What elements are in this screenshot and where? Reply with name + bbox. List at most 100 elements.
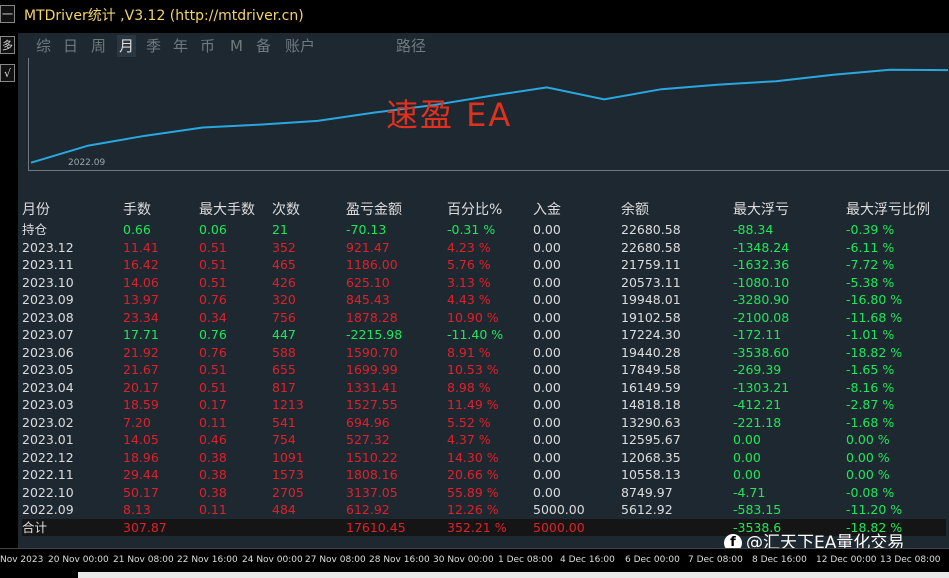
table-cell: 541 xyxy=(272,414,296,430)
tab-account[interactable]: 账户 xyxy=(285,37,316,55)
table-cell: -11.68 % xyxy=(846,309,903,325)
table-cell: 50.17 xyxy=(123,484,159,500)
tab-overview[interactable]: 综 xyxy=(36,37,52,55)
tab-note[interactable]: 备 xyxy=(256,37,272,55)
tab-year[interactable]: 年 xyxy=(173,37,189,55)
column-header[interactable]: 百分比% xyxy=(447,202,503,219)
table-cell: 10558.13 xyxy=(621,467,681,482)
table-cell: 0.00 xyxy=(533,379,561,395)
check-button[interactable]: √ xyxy=(0,64,15,82)
table-cell: 持仓 xyxy=(22,222,48,237)
table-cell: 0.38 xyxy=(199,484,227,500)
table-cell: 2023.06 xyxy=(22,344,74,360)
table-cell: -8.16 % xyxy=(846,379,895,395)
table-cell: 19440.28 xyxy=(621,344,681,360)
table-cell: 14.06 xyxy=(123,274,159,290)
tab-day[interactable]: 日 xyxy=(63,37,79,55)
table-cell: 0.46 xyxy=(199,432,227,447)
table-cell: 20.66 % xyxy=(447,467,499,482)
table-cell: 0.11 xyxy=(199,414,227,430)
table-cell: 55.89 % xyxy=(447,484,499,500)
table-cell: 754 xyxy=(272,432,296,447)
table-cell: 2023.05 xyxy=(22,362,74,377)
table-cell: 694.96 xyxy=(346,414,390,430)
tab-m[interactable]: M xyxy=(230,37,243,55)
column-header[interactable]: 最大浮亏 xyxy=(733,202,789,219)
column-header[interactable]: 最大浮亏比例 xyxy=(846,202,930,219)
column-header[interactable]: 手数 xyxy=(123,202,151,219)
table-cell: 0.00 % xyxy=(846,467,890,482)
time-axis-label: Nov 2023 xyxy=(0,555,44,565)
table-cell: 8749.97 xyxy=(621,484,673,500)
table-cell: 1573 xyxy=(272,467,304,482)
multi-button[interactable]: 多 xyxy=(0,36,15,54)
table-cell: 1186.00 xyxy=(346,257,398,272)
table-cell: -1348.24 xyxy=(733,239,790,255)
table-cell: -5.38 % xyxy=(846,274,895,290)
table-cell: -0.39 % xyxy=(846,222,895,237)
column-header[interactable]: 最大手数 xyxy=(199,202,255,219)
table-cell: 17.71 xyxy=(123,327,159,342)
table-cell: 5.52 % xyxy=(447,414,491,430)
table-cell: 10.53 % xyxy=(447,362,499,377)
minimize-button[interactable]: 一 xyxy=(0,5,15,23)
table-cell: 0.00 xyxy=(533,274,561,290)
table-cell: 14.30 % xyxy=(447,449,499,465)
column-header[interactable]: 盈亏金额 xyxy=(346,202,402,219)
time-axis-label: 1 Dec 08:00 xyxy=(498,555,553,565)
table-cell: 19948.01 xyxy=(621,292,681,307)
tab-path[interactable]: 路径 xyxy=(396,37,427,55)
column-header[interactable]: 入金 xyxy=(533,202,561,219)
tab-currency[interactable]: 币 xyxy=(200,37,216,55)
tab-quarter[interactable]: 季 xyxy=(146,37,162,55)
table-cell: 0.17 xyxy=(199,397,227,412)
table-cell: 17224.30 xyxy=(621,327,681,342)
table-cell: 16.42 xyxy=(123,257,159,272)
column-header[interactable]: 余额 xyxy=(621,202,649,219)
table-cell: 20.17 xyxy=(123,379,159,395)
table-cell: -1.68 % xyxy=(846,414,895,430)
horizontal-scrollbar[interactable] xyxy=(78,572,949,578)
table-cell: 0.00 xyxy=(533,362,561,377)
table-cell: 0.76 xyxy=(199,344,227,360)
time-axis-label: 21 Nov 08:00 xyxy=(113,555,174,565)
table-cell: 756 xyxy=(272,309,296,325)
table-cell: 8.91 % xyxy=(447,344,491,360)
table-cell: 0.00 % xyxy=(846,432,890,447)
column-header[interactable]: 月份 xyxy=(22,202,50,219)
table-cell: -11.40 % xyxy=(447,327,504,342)
table-cell: 447 xyxy=(272,327,296,342)
table-cell: 0.00 xyxy=(533,292,561,307)
table-cell: -7.72 % xyxy=(846,257,895,272)
table-cell: 0.11 xyxy=(199,502,227,517)
total-cell xyxy=(621,518,733,536)
table-cell: 0.00 xyxy=(533,467,561,482)
table-cell: 426 xyxy=(272,274,296,290)
time-axis-label: 20 Nov 00:00 xyxy=(48,555,109,565)
table-cell: 12.26 % xyxy=(447,502,499,517)
table-row: 2022.12 18.96 0.38 1091 1510.22 14.30 % 0.00 12… xyxy=(22,449,946,467)
table-cell: 0.51 xyxy=(199,379,227,395)
total-cell xyxy=(199,518,272,536)
total-cell: 合计 xyxy=(22,518,123,536)
table-cell: 5.76 % xyxy=(447,257,491,272)
table-cell: 21 xyxy=(272,222,288,237)
table-row: 2022.11 29.44 0.38 1573 1808.16 20.66 % 0.00 10… xyxy=(22,466,946,484)
table-cell: 1213 xyxy=(272,397,304,412)
table-cell: 0.76 xyxy=(199,327,227,342)
monthly-stats-table: 月份 手数 最大手数 次数 盈亏金额 百分比% 入金 余额 最大浮亏 最大浮亏比例 持仓 0.66 0… xyxy=(22,201,946,536)
tab-week[interactable]: 周 xyxy=(91,37,107,55)
table-cell: 5000.00 xyxy=(533,502,585,517)
table-cell: 0.34 xyxy=(199,309,227,325)
table-row: 2023.02 7.20 0.11 541 694.96 5.52 % 0.00 13290.… xyxy=(22,414,946,432)
table-row: 2023.10 14.06 0.51 426 625.10 3.13 % 0.00 20573… xyxy=(22,274,946,292)
column-header[interactable]: 次数 xyxy=(272,202,300,219)
watermark-text: 速盈 EA xyxy=(386,96,513,134)
table-cell: 12595.67 xyxy=(621,432,681,447)
table-cell: -221.18 xyxy=(733,414,782,430)
table-cell: 0.51 xyxy=(199,274,227,290)
table-cell: 0.00 xyxy=(733,449,761,465)
table-cell: -269.39 xyxy=(733,362,782,377)
tab-month[interactable]: 月 xyxy=(117,35,137,57)
table-cell: 2023.01 xyxy=(22,432,74,447)
